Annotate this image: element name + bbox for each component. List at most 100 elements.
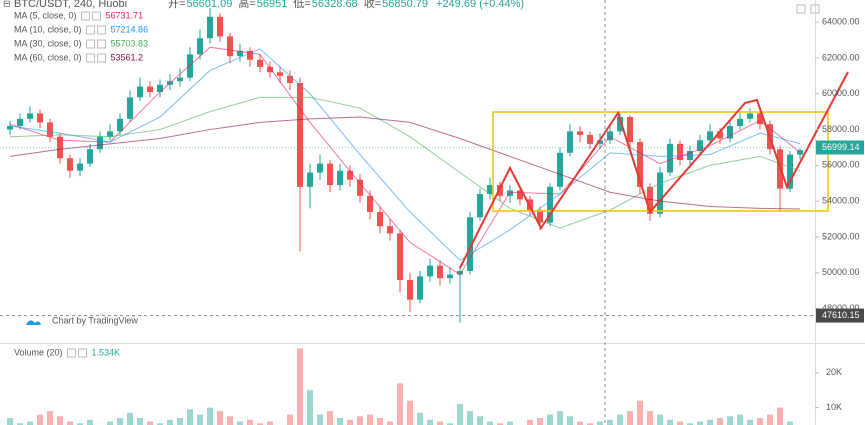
candle-body xyxy=(277,72,283,76)
candle-body xyxy=(627,117,633,143)
volume-bar xyxy=(677,421,683,425)
candle-body xyxy=(397,233,403,280)
volume-bar xyxy=(507,421,513,425)
volume-bar xyxy=(407,400,413,425)
volume-bar xyxy=(757,418,763,425)
watermark-text[interactable]: Chart by TradingView xyxy=(52,315,138,325)
legend-icon[interactable] xyxy=(81,11,91,21)
candle-body xyxy=(97,136,103,150)
candle-body xyxy=(47,122,53,137)
icon[interactable] xyxy=(796,4,806,14)
legend-icon[interactable] xyxy=(86,53,96,63)
ohlc-label: 低= xyxy=(293,0,310,10)
volume-bar xyxy=(597,421,603,425)
candle-body xyxy=(177,77,183,82)
volume-bar xyxy=(557,411,563,425)
candle-body xyxy=(237,50,243,57)
header: ⊟ BTC/USDT, 240, Huobi xyxy=(3,0,127,10)
legend-value: 53561.2 xyxy=(111,52,144,62)
candle-body xyxy=(377,211,383,227)
volume-bar xyxy=(767,414,773,425)
candle-body xyxy=(287,75,293,84)
range-box xyxy=(492,111,829,212)
legend-value: 55703.83 xyxy=(111,38,149,48)
candle-body xyxy=(607,131,613,141)
volume-bar xyxy=(587,423,593,425)
volume-bar xyxy=(437,421,443,425)
volume-bar xyxy=(327,411,333,425)
volume-pane xyxy=(7,348,793,425)
candle-body xyxy=(207,16,213,39)
volume-bar xyxy=(237,421,243,425)
drawings xyxy=(459,71,849,269)
candle-body xyxy=(127,97,133,119)
candle-body xyxy=(307,172,313,187)
candle-body xyxy=(677,143,683,160)
volume-bar xyxy=(147,421,153,425)
y-tick-label: 56000.00 xyxy=(822,160,860,170)
icon[interactable] xyxy=(810,4,820,14)
volume-bar xyxy=(397,383,403,425)
volume-bar xyxy=(187,409,193,425)
volume-bar xyxy=(217,411,223,425)
volume-bar xyxy=(427,419,433,425)
candle-body xyxy=(437,265,443,279)
volume-bar xyxy=(377,418,383,425)
volume-bar xyxy=(87,419,93,425)
candle-body xyxy=(617,117,623,132)
volume-bar xyxy=(387,421,393,425)
candle-body xyxy=(387,226,393,234)
legend-name: MA (10, close, 0) xyxy=(14,24,82,34)
volume-bar xyxy=(577,421,583,425)
volume-bar xyxy=(177,418,183,425)
volume-bar xyxy=(117,418,123,425)
volume-bar xyxy=(747,419,753,425)
volume-bar xyxy=(697,421,703,425)
candle-body xyxy=(117,118,123,132)
volume-bar xyxy=(607,419,613,425)
y-tick-label: 64000.00 xyxy=(822,17,860,27)
volume-bar xyxy=(27,421,33,425)
legend-icon[interactable] xyxy=(97,25,107,35)
candle-body xyxy=(487,185,493,195)
volume-bar xyxy=(467,411,473,425)
volume-bar xyxy=(57,416,63,425)
candle-body xyxy=(647,186,653,214)
volume-bar xyxy=(127,412,133,425)
candle-body xyxy=(557,152,563,187)
trend-line xyxy=(459,71,849,269)
candle-body xyxy=(347,170,353,180)
candle-body xyxy=(737,118,743,126)
volume-bar xyxy=(207,407,213,425)
ohlc-value: 56850.79 xyxy=(382,0,428,10)
volume-bar xyxy=(37,414,43,425)
legend-icon[interactable] xyxy=(86,25,96,35)
candle-body xyxy=(327,163,333,186)
volume-bar xyxy=(297,348,303,425)
volume-bar xyxy=(317,414,323,425)
volume-bar xyxy=(657,414,663,425)
candle-body xyxy=(467,217,473,272)
volume-bar xyxy=(417,412,423,425)
volume-bar xyxy=(347,419,353,425)
candle-body xyxy=(357,179,363,196)
legend-icon[interactable] xyxy=(67,348,77,358)
ohlc-change: +249.69 (+0.44%) xyxy=(436,0,524,10)
ma-line xyxy=(9,96,801,229)
legend-icon[interactable] xyxy=(97,39,107,49)
volume-bar xyxy=(787,421,793,425)
legend-icon[interactable] xyxy=(92,11,102,21)
last-price-label: 56999.14 xyxy=(822,142,860,152)
volume-bar xyxy=(307,390,313,425)
volume-bar xyxy=(287,414,293,425)
candle-body xyxy=(637,142,643,187)
legend-icon[interactable] xyxy=(78,348,88,358)
legend-icon[interactable] xyxy=(86,39,96,49)
y-tick-label: 62000.00 xyxy=(822,52,860,62)
candle-body xyxy=(407,279,413,300)
legend-value: 57214.86 xyxy=(111,24,149,34)
candle-body xyxy=(7,125,13,130)
candle-body xyxy=(27,113,33,119)
volume-bar xyxy=(107,421,113,425)
legend-icon[interactable] xyxy=(97,53,107,63)
